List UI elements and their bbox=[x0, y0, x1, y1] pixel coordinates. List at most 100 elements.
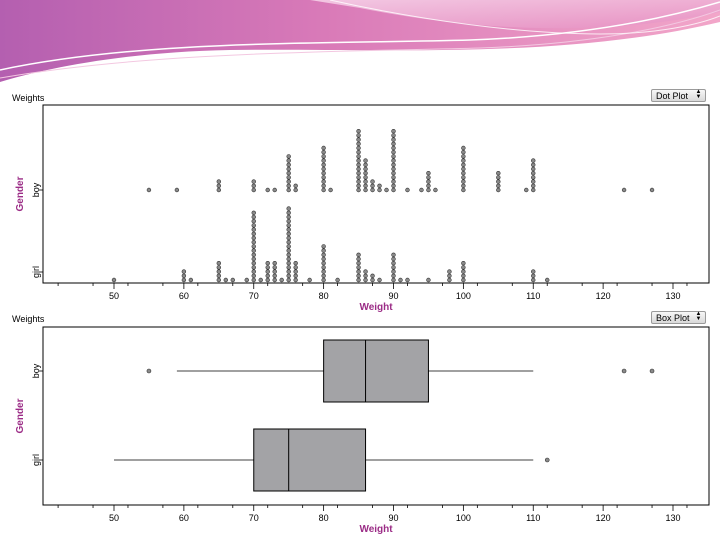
box-outlier-point bbox=[146, 368, 152, 374]
dot-point bbox=[461, 149, 466, 155]
dot-point bbox=[531, 170, 536, 176]
dot-point bbox=[286, 166, 291, 172]
dot-point bbox=[321, 187, 326, 193]
dot-point bbox=[293, 187, 298, 193]
dot-point bbox=[293, 183, 298, 189]
dot-point bbox=[286, 162, 291, 168]
dot-point bbox=[370, 187, 375, 193]
dot-point bbox=[461, 158, 466, 163]
dot-point bbox=[461, 277, 466, 283]
dot-point bbox=[321, 183, 326, 189]
dot-point bbox=[356, 162, 361, 168]
dot-point bbox=[531, 179, 536, 184]
dot-point bbox=[251, 252, 256, 258]
dot-point bbox=[391, 158, 396, 163]
dot-point bbox=[356, 149, 361, 155]
dot-point bbox=[286, 179, 291, 184]
box-plot-type-select[interactable]: Box Plot ▲ ▼ bbox=[651, 311, 706, 324]
dot-point bbox=[363, 170, 368, 176]
dot-point bbox=[531, 175, 536, 180]
y-axis-label: Gender bbox=[15, 176, 26, 211]
dot-point bbox=[461, 170, 466, 176]
dot-point bbox=[391, 187, 396, 193]
dot-point bbox=[286, 240, 291, 245]
dot-point bbox=[251, 273, 256, 279]
dot-point bbox=[293, 269, 298, 274]
dot-point bbox=[356, 265, 361, 270]
dot-point bbox=[356, 170, 361, 176]
dot-point bbox=[251, 210, 256, 216]
x-tick-label: 60 bbox=[179, 291, 189, 301]
x-tick-label: 80 bbox=[319, 291, 329, 301]
dot-point bbox=[321, 145, 326, 151]
dot-point bbox=[356, 166, 361, 172]
dot-point bbox=[216, 273, 222, 279]
dot-point bbox=[174, 187, 180, 193]
dot-point bbox=[531, 158, 536, 163]
dot-point bbox=[216, 265, 222, 270]
dot-point bbox=[391, 265, 396, 270]
x-tick-label: 80 bbox=[319, 513, 329, 523]
dot-point bbox=[223, 277, 229, 283]
x-tick-label: 120 bbox=[596, 291, 611, 301]
dot-point bbox=[286, 210, 291, 216]
dot-point bbox=[461, 187, 466, 193]
dot-point bbox=[181, 277, 187, 283]
dot-point bbox=[356, 137, 361, 142]
dot-point bbox=[321, 244, 326, 249]
dot-point bbox=[391, 256, 396, 262]
dot-point bbox=[398, 277, 403, 283]
dot-point bbox=[293, 265, 298, 270]
plot-frame bbox=[42, 326, 710, 506]
dot-point bbox=[251, 227, 256, 232]
dot-point bbox=[286, 265, 291, 270]
dot-point bbox=[286, 154, 291, 159]
x-tick-label: 90 bbox=[388, 513, 398, 523]
dot-point bbox=[461, 179, 466, 184]
dot-point bbox=[216, 187, 222, 193]
dot-point bbox=[496, 170, 501, 176]
dot-point bbox=[405, 187, 410, 193]
dot-point bbox=[461, 175, 466, 180]
dot-point bbox=[447, 269, 452, 274]
dot-point bbox=[230, 277, 235, 283]
dot-point bbox=[321, 179, 326, 184]
dot-point bbox=[258, 277, 263, 283]
dot-point bbox=[405, 277, 410, 283]
dot-point bbox=[321, 269, 326, 274]
x-axis-label: Weight bbox=[359, 524, 393, 535]
dot-point bbox=[391, 252, 396, 258]
dot-point bbox=[531, 187, 536, 193]
box-iqr bbox=[323, 339, 429, 403]
decorative-banner bbox=[0, 0, 720, 82]
dot-point bbox=[293, 261, 298, 266]
dot-point bbox=[251, 269, 256, 274]
dot-point bbox=[356, 129, 361, 134]
dot-point bbox=[356, 187, 361, 193]
dot-point bbox=[426, 187, 431, 193]
dot-point bbox=[216, 179, 222, 184]
dot-point bbox=[251, 277, 256, 283]
dot-point bbox=[356, 269, 361, 274]
dot-point bbox=[391, 149, 396, 155]
dot-point bbox=[531, 183, 536, 189]
dot-point bbox=[545, 277, 550, 283]
dot-point bbox=[419, 187, 424, 193]
dot-point bbox=[356, 277, 361, 283]
dot-point bbox=[251, 235, 256, 241]
dot-point bbox=[370, 183, 375, 189]
dot-point bbox=[384, 187, 389, 193]
box-outlier-point bbox=[544, 457, 550, 463]
dot-point bbox=[356, 175, 361, 180]
dot-point bbox=[286, 244, 291, 249]
dot-point bbox=[251, 179, 256, 184]
dot-point bbox=[461, 265, 466, 270]
dot-point bbox=[377, 277, 382, 283]
x-tick-label: 50 bbox=[109, 291, 119, 301]
dot-plot-type-select[interactable]: Dot Plot ▲ ▼ bbox=[651, 89, 706, 102]
dot-point bbox=[363, 166, 368, 172]
chevron-updown-icon: ▲ ▼ bbox=[695, 89, 702, 100]
dot-point bbox=[370, 277, 375, 283]
dot-point bbox=[391, 145, 396, 151]
chevron-updown-icon: ▲ ▼ bbox=[695, 311, 702, 322]
